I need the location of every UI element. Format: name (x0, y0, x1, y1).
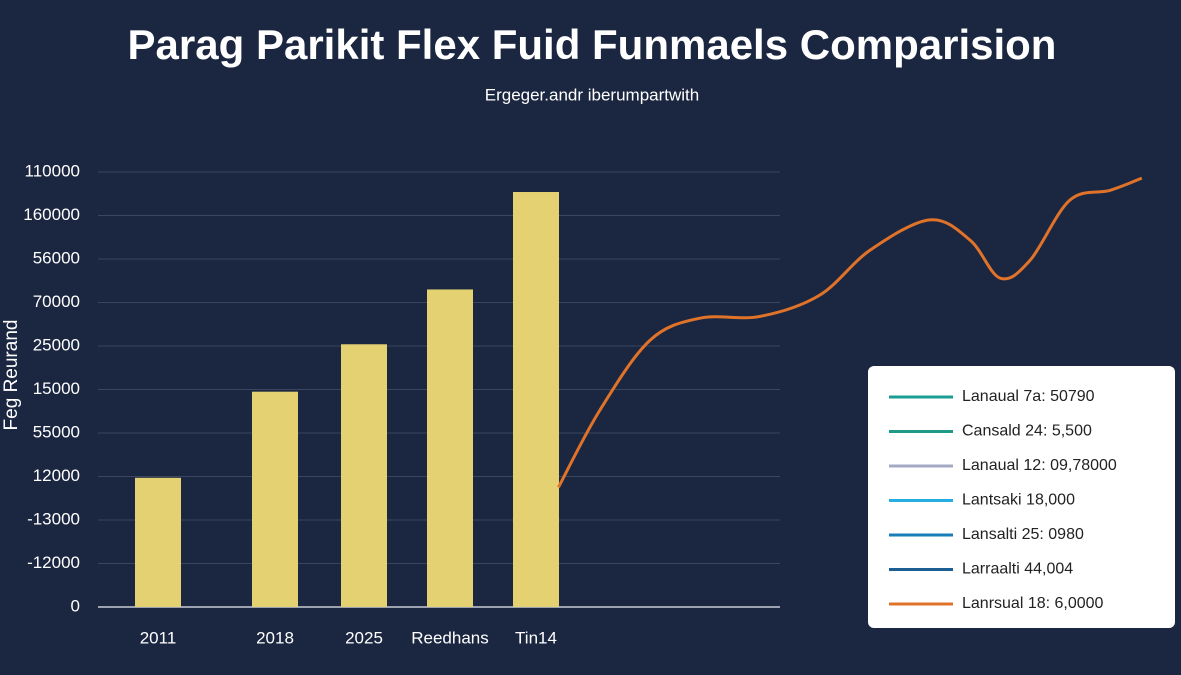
chart-subtitle: Ergeger.andr iberumpartwith (485, 85, 700, 104)
y-tick-label: 160000 (23, 205, 80, 224)
y-tick-label: 70000 (33, 292, 80, 311)
y-tick-label: 15000 (33, 379, 80, 398)
bar (252, 391, 298, 607)
legend-label: Lanrsual 18: 6,0000 (962, 595, 1104, 612)
y-tick-label: 110000 (25, 161, 80, 180)
legend-label: Larraalti 44,004 (962, 561, 1073, 578)
x-tick-label: 2025 (345, 628, 383, 647)
legend-label: Lanaual 7a: 50790 (962, 388, 1095, 405)
chart-title: Parag Parikit Flex Fuid Funmaels Compari… (128, 21, 1057, 68)
y-tick-label: 12000 (33, 466, 80, 485)
legend-label: Cansald 24: 5,500 (962, 423, 1092, 440)
y-tick-label: 56000 (33, 248, 80, 267)
bar (135, 477, 181, 607)
legend-label: Lansalti 25: 0980 (962, 526, 1084, 543)
x-tick-label: Reedhans (411, 628, 489, 647)
legend-label: Lanaual 12: 09,78000 (962, 457, 1117, 474)
bar (427, 289, 473, 607)
y-tick-label: 0 (71, 596, 80, 615)
x-tick-label: 2018 (256, 628, 294, 647)
x-tick-label: 2011 (140, 628, 177, 647)
y-tick-label: -12000 (27, 553, 80, 572)
y-tick-label: 25000 (33, 335, 80, 354)
y-tick-label: 55000 (33, 422, 80, 441)
bar (513, 192, 559, 607)
y-axis-label: Feg Reurand (1, 320, 22, 431)
bar (341, 344, 387, 607)
line (557, 176, 1143, 489)
y-tick-label: -13000 (27, 509, 80, 528)
legend-label: Lantsaki 18,000 (962, 492, 1075, 509)
x-tick-label: Tin14 (515, 628, 557, 647)
